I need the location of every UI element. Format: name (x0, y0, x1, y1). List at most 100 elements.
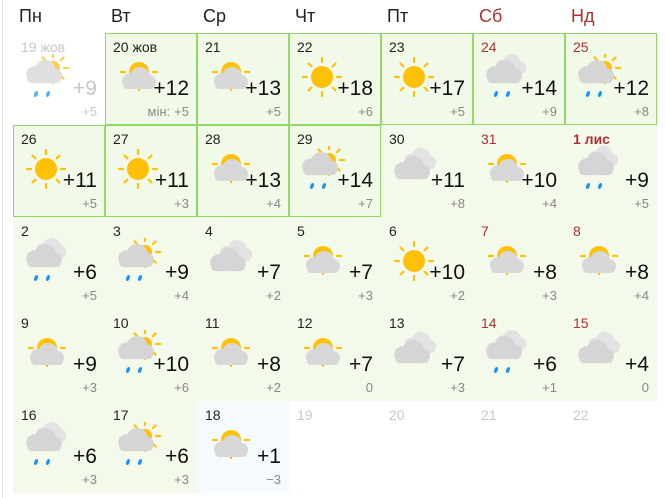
max-temp: +11 (430, 169, 465, 192)
day-cell[interactable]: 8 +8 +4 (565, 217, 657, 309)
day-date: 19 (297, 407, 313, 423)
day-cell[interactable]: 5 +7 +3 (289, 217, 381, 309)
day-cell[interactable]: 13 +7 +3 (381, 309, 473, 401)
min-temp-wrap: +4 (634, 288, 649, 303)
day-cell[interactable]: 31 +10 +4 (473, 125, 565, 217)
day-cell[interactable]: 1 лис +9 +5 (565, 125, 657, 217)
day-cell[interactable]: 21 +13 +5 (197, 33, 289, 125)
max-temp: +14 (521, 77, 557, 100)
sun-icon (112, 146, 164, 192)
day-cell[interactable]: 25 +12 +8 (565, 33, 657, 125)
day-cell[interactable]: 23 +17 +5 (381, 33, 473, 125)
day-cell[interactable]: 11 +8 +2 (197, 309, 289, 401)
day-cell[interactable]: 17 +6 +3 (105, 401, 197, 493)
day-cell[interactable]: 12 +7 0 (289, 309, 381, 401)
day-cell[interactable]: 28 +13 +4 (197, 125, 289, 217)
min-temp: +9 (542, 104, 557, 119)
max-temp: +12 (153, 77, 189, 100)
min-temp-wrap: +3 (542, 288, 557, 303)
day-date: 11 (205, 315, 220, 331)
weekday-label: Нд (571, 6, 595, 26)
min-temp: +3 (82, 472, 97, 487)
min-temp-wrap: +3 (450, 380, 465, 395)
min-temp: +4 (542, 196, 557, 211)
weekday-label: Чт (295, 6, 316, 26)
max-temp: +11 (154, 169, 189, 192)
day-cell[interactable]: 18 +1 −3 (197, 401, 289, 493)
min-temp-wrap: +5 (82, 288, 97, 303)
day-date: 1 лис (573, 131, 610, 147)
day-cell-empty: 21 (473, 401, 565, 493)
day-cell[interactable]: 3 +9 +4 (105, 217, 197, 309)
sun-icon (20, 146, 72, 192)
max-temp: +9 (165, 261, 189, 284)
day-cell[interactable]: 22 +18 +6 (289, 33, 381, 125)
max-temp: +7 (257, 261, 281, 284)
min-temp-wrap: 0 (642, 380, 649, 395)
min-temp: +3 (82, 380, 97, 395)
day-cell[interactable]: 9 +9 +3 (13, 309, 105, 401)
min-temp: +8 (450, 196, 465, 211)
weekday-label: Пт (387, 6, 409, 26)
partly-icon (572, 238, 624, 284)
day-cell[interactable]: 6 +10 +2 (381, 217, 473, 309)
cloudy-rain-icon (572, 146, 624, 192)
day-cell-empty: 22 (565, 401, 657, 493)
day-cell[interactable]: 16 +6 +3 (13, 401, 105, 493)
day-date: 20 (389, 407, 405, 423)
max-temp: +8 (533, 261, 557, 284)
day-date: 15 (573, 315, 589, 331)
day-cell[interactable]: 4 +7 +2 (197, 217, 289, 309)
min-temp-wrap: +5 (634, 196, 649, 211)
max-temp: +6 (73, 261, 97, 284)
max-temp: +14 (337, 169, 373, 192)
min-temp: +3 (542, 288, 557, 303)
day-cell[interactable]: 20 жов +12 мін: +5 (105, 33, 197, 125)
partly-icon (204, 146, 256, 192)
day-date: 5 (297, 223, 305, 239)
day-cell[interactable]: 24 +14 +9 (473, 33, 565, 125)
min-temp-wrap: +6 (174, 380, 189, 395)
sun-icon (388, 54, 440, 100)
day-date: 3 (113, 223, 121, 239)
day-cell[interactable]: 15 +4 0 (565, 309, 657, 401)
day-date: 20 жов (113, 39, 158, 55)
max-temp: +6 (165, 445, 189, 468)
day-cell[interactable]: 10 +10 +6 (105, 309, 197, 401)
partly-rain-icon (112, 419, 164, 468)
min-temp-wrap: +8 (450, 196, 465, 211)
partly-icon (204, 422, 256, 468)
min-temp-wrap: +3 (82, 380, 97, 395)
max-temp: +13 (245, 77, 281, 100)
min-temp-wrap: +4 (542, 196, 557, 211)
day-cell[interactable]: 14 +6 +1 (473, 309, 565, 401)
partly-icon (20, 330, 72, 376)
day-cell[interactable]: 27 +11 +3 (105, 125, 197, 217)
day-cell[interactable]: 2 +6 +5 (13, 217, 105, 309)
min-temp: +2 (266, 380, 281, 395)
cloudy-rain-icon (20, 422, 72, 468)
day-date: 16 (21, 407, 37, 423)
min-temp-wrap: +4 (174, 288, 189, 303)
day-cell[interactable]: 26 +11 +5 (13, 125, 105, 217)
day-cell[interactable]: 19 жов +9 +5 (13, 33, 105, 125)
partly-icon (480, 146, 532, 192)
min-label: мін: (147, 104, 171, 119)
min-temp-wrap: +2 (450, 288, 465, 303)
min-temp: +3 (174, 196, 189, 211)
sun-icon (388, 238, 440, 284)
min-temp: +3 (358, 288, 373, 303)
calendar-grid: 19 жов +9 +5 20 жов +12 мін: +5 21 +13 +5 22 +18 +6 2… (13, 33, 657, 493)
min-temp: +7 (358, 196, 373, 211)
day-date: 9 (21, 315, 29, 331)
min-temp-wrap: +3 (358, 288, 373, 303)
day-date: 6 (389, 223, 397, 239)
day-cell[interactable]: 30 +11 +8 (381, 125, 473, 217)
day-cell[interactable]: 29 +14 +7 (289, 125, 381, 217)
day-cell[interactable]: 7 +8 +3 (473, 217, 565, 309)
partly-rain-icon (112, 235, 164, 284)
min-temp-wrap: +8 (634, 104, 649, 119)
day-date: 27 (113, 131, 129, 147)
min-temp: 0 (365, 380, 373, 395)
weekday-label: Сб (479, 6, 503, 26)
